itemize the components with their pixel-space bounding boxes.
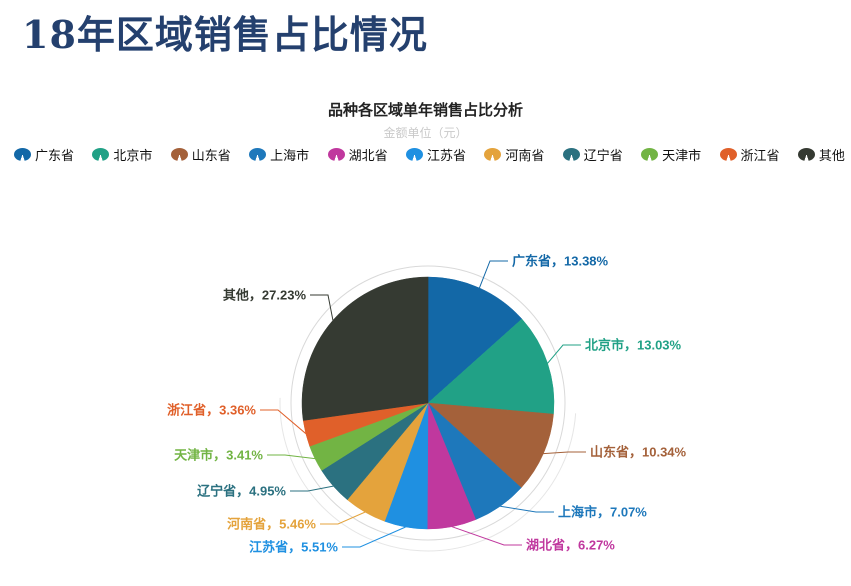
legend-item-上海市[interactable]: 上海市 bbox=[249, 145, 309, 164]
pie-legend: 广东省 北京市 山东省 上海市 湖北省 江苏省 河南省 辽宁省 天津市 浙江省 其他 bbox=[14, 145, 845, 163]
pie-label-line-天津市 bbox=[267, 454, 316, 460]
pie-chart: 广东省，13.38% 北京市，13.03% 山东省，10.34% 上海市，7.07% 湖… bbox=[167, 254, 687, 555]
pie-label-浙江省: 浙江省，3.36% bbox=[167, 403, 256, 418]
pie-label-line-河南省 bbox=[320, 511, 366, 525]
legend-item-label: 山东省 bbox=[191, 147, 231, 163]
legend-item-河南省[interactable]: 河南省 bbox=[484, 145, 544, 164]
pie-label-其他: 其他，27.23% bbox=[223, 288, 307, 303]
pie-sector-icon bbox=[562, 147, 580, 161]
pie-sector-icon bbox=[170, 147, 188, 161]
pie-label-line-辽宁省 bbox=[290, 485, 334, 492]
pie-label-line-其他 bbox=[310, 294, 334, 321]
chart-subtitle: 金额单位（元） bbox=[383, 126, 468, 140]
pie-label-河南省: 河南省，5.46% bbox=[227, 517, 316, 532]
pie-sector-icon bbox=[797, 147, 815, 161]
legend-item-label: 江苏省 bbox=[426, 147, 466, 163]
legend-item-北京市[interactable]: 北京市 bbox=[92, 145, 152, 164]
pie-sector-icon bbox=[92, 147, 110, 161]
pie-label-天津市: 天津市，3.41% bbox=[174, 448, 263, 463]
legend-item-广东省[interactable]: 广东省 bbox=[14, 145, 74, 164]
pie-label-line-北京市 bbox=[547, 344, 581, 364]
pie-sector-icon bbox=[484, 147, 502, 161]
pie-slice-山东省[interactable] bbox=[427, 402, 554, 489]
page-title: 18年区域销售占比情况 bbox=[22, 12, 428, 57]
chart-title: 品种各区域单年销售占比分析 bbox=[327, 102, 523, 119]
pie-label-辽宁省: 辽宁省，4.95% bbox=[197, 484, 286, 499]
pie-label-line-广东省 bbox=[478, 260, 508, 289]
pie-label-line-湖北省 bbox=[451, 526, 522, 546]
legend-item-label: 北京市 bbox=[113, 147, 153, 163]
legend-item-label: 广东省 bbox=[35, 147, 75, 163]
pie-label-山东省: 山东省，10.34% bbox=[590, 445, 687, 460]
pie-label-广东省: 广东省，13.38% bbox=[512, 254, 609, 269]
legend-item-湖北省[interactable]: 湖北省 bbox=[327, 145, 388, 164]
legend-item-label: 天津市 bbox=[662, 147, 702, 163]
pie-outer-ring-2 bbox=[279, 397, 577, 552]
pie-slice-其他[interactable] bbox=[301, 276, 429, 421]
pie-label-line-上海市 bbox=[500, 505, 554, 513]
legend-item-辽宁省[interactable]: 辽宁省 bbox=[562, 145, 623, 164]
pie-label-line-山东省 bbox=[543, 451, 586, 455]
legend-item-label: 河南省 bbox=[505, 147, 545, 163]
pie-sector-icon bbox=[641, 147, 659, 161]
pie-sector-icon bbox=[405, 147, 423, 161]
pie-sector-icon bbox=[327, 147, 345, 161]
pie-label-line-浙江省 bbox=[260, 409, 307, 434]
legend-item-天津市[interactable]: 天津市 bbox=[641, 145, 701, 164]
pie-label-上海市: 上海市，7.07% bbox=[558, 505, 647, 520]
pie-sector-icon bbox=[719, 147, 737, 161]
pie-sector-icon bbox=[14, 147, 31, 161]
pie-label-line-江苏省 bbox=[342, 526, 406, 548]
legend-item-江苏省[interactable]: 江苏省 bbox=[405, 145, 466, 164]
pie-sector-icon bbox=[249, 147, 267, 161]
legend-item-label: 辽宁省 bbox=[583, 147, 623, 163]
legend-item-山东省[interactable]: 山东省 bbox=[170, 145, 231, 164]
legend-item-label: 上海市 bbox=[270, 147, 310, 163]
pie-label-北京市: 北京市，13.03% bbox=[585, 338, 682, 353]
legend-item-label: 浙江省 bbox=[740, 147, 780, 163]
legend-item-其他[interactable]: 其他 bbox=[797, 145, 845, 164]
pie-outer-ring bbox=[290, 265, 566, 541]
legend-item-label: 其他 bbox=[818, 147, 845, 163]
legend-item-浙江省[interactable]: 浙江省 bbox=[719, 145, 780, 164]
legend-item-label: 湖北省 bbox=[348, 147, 388, 163]
pie-label-湖北省: 湖北省，6.27% bbox=[526, 538, 615, 553]
pie-label-江苏省: 江苏省，5.51% bbox=[249, 540, 338, 555]
